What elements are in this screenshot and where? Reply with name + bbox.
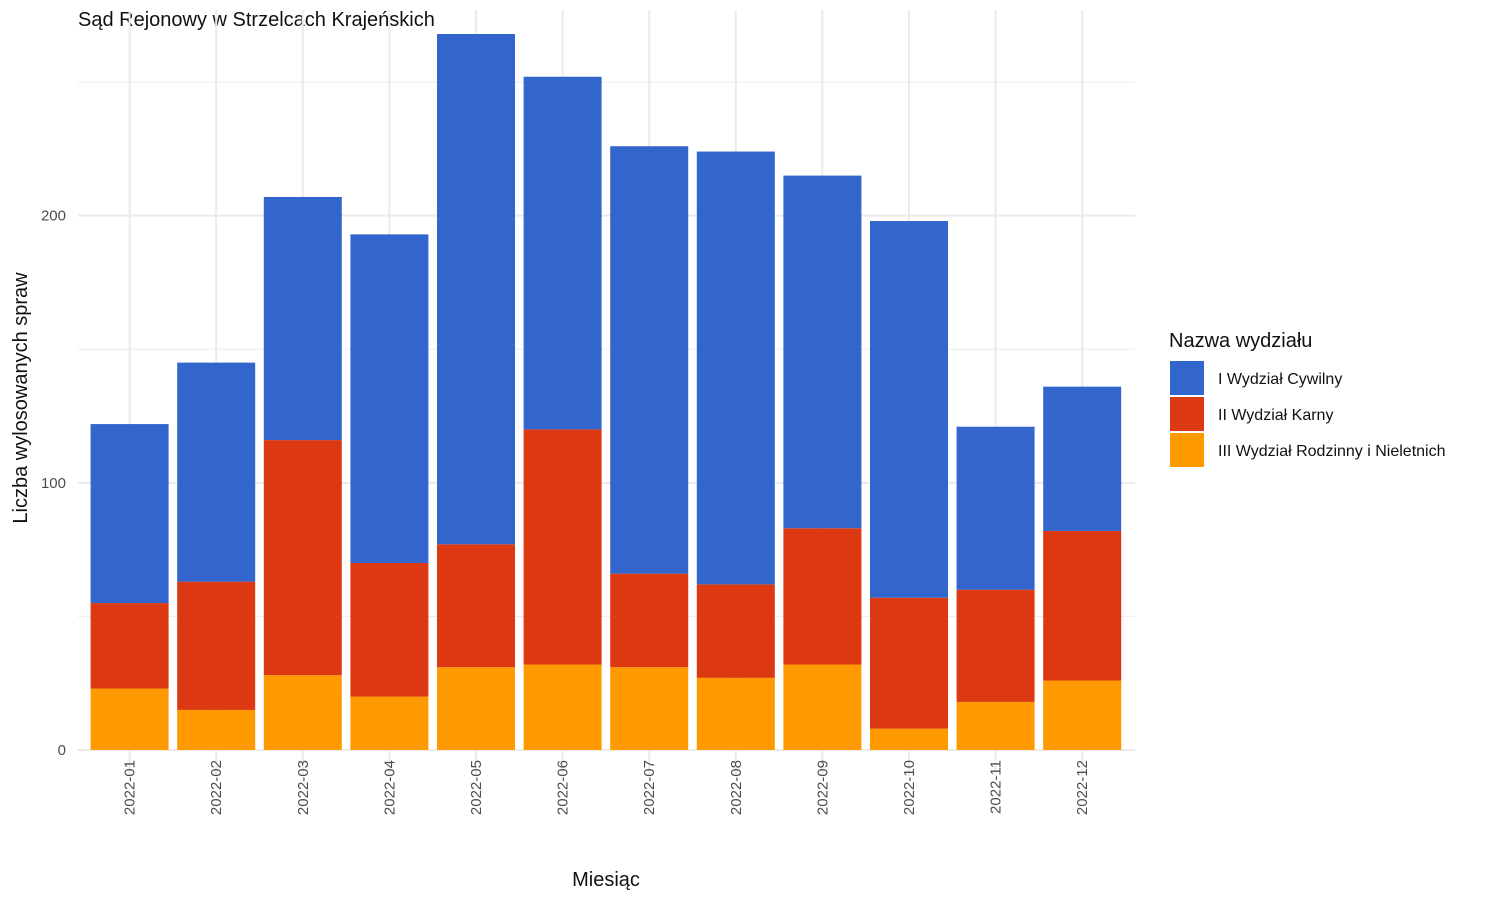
bar-2022-08-series-0 (696, 677, 775, 750)
bar-2022-06-series-1 (523, 429, 602, 665)
bar-2022-07-series-0 (610, 667, 689, 750)
legend-swatch (1170, 433, 1204, 467)
legend-label: III Wydział Rodzinny i Nieletnich (1218, 443, 1446, 460)
x-tick-label: 2022-07 (641, 760, 658, 815)
x-axis-title: Miesiąc (572, 869, 640, 891)
bar-2022-04-series-0 (350, 696, 429, 750)
legend-label: I Wydział Cywilny (1218, 371, 1342, 388)
x-tick-label: 2022-03 (295, 760, 312, 815)
y-tick-label: 200 (41, 208, 66, 225)
bar-2022-05-series-2 (437, 34, 515, 545)
bar-2022-02-series-2 (177, 362, 256, 582)
bar-2022-04-series-2 (350, 234, 429, 563)
legend-title: Nazwa wydziału (1169, 330, 1312, 352)
x-tick-label: 2022-10 (901, 760, 918, 815)
y-tick-labels: 0 100 200 (41, 208, 66, 759)
x-tick-label: 2022-05 (468, 760, 485, 815)
bar-2022-07-series-2 (610, 146, 689, 574)
bar-2022-06-series-0 (523, 664, 602, 750)
x-tick-label: 2022-12 (1074, 760, 1091, 815)
bar-2022-08-series-1 (696, 584, 775, 678)
bar-2022-02-series-0 (177, 709, 256, 750)
bar-2022-05-series-1 (437, 544, 515, 668)
bar-2022-09-series-2 (783, 175, 862, 529)
chart-title: Sąd Rejonowy w Strzelcach Krajeńskich (78, 9, 435, 31)
y-tick-label: 0 (58, 742, 66, 759)
legend-swatch (1170, 397, 1204, 431)
bar-2022-03-series-0 (263, 675, 342, 750)
bar-2022-01-series-0 (90, 688, 169, 750)
bar-2022-07-series-1 (610, 573, 689, 668)
x-tick-label: 2022-02 (208, 760, 225, 815)
legend: Nazwa wydziału I Wydział Cywilny II Wydzi… (1169, 330, 1446, 467)
bar-2022-04-series-1 (350, 562, 429, 697)
x-tick-label: 2022-08 (728, 760, 745, 815)
bar-2022-12-series-0 (1043, 680, 1122, 750)
y-axis-title: Liczba wylosowanych spraw (10, 272, 32, 524)
bar-2022-09-series-0 (783, 664, 862, 750)
bar-2022-08-series-2 (696, 151, 775, 585)
bar-2022-01-series-1 (90, 603, 169, 689)
bar-2022-11-series-2 (956, 426, 1035, 590)
x-tick-label: 2022-04 (381, 760, 398, 815)
bar-2022-05-series-0 (437, 667, 515, 750)
bar-2022-12-series-1 (1043, 530, 1122, 681)
bar-2022-11-series-1 (956, 589, 1035, 702)
x-tick-label: 2022-11 (988, 760, 1005, 814)
bar-2022-03-series-1 (263, 440, 342, 676)
bars-layer (90, 34, 1122, 750)
bar-2022-03-series-2 (263, 196, 342, 441)
bar-2022-06-series-2 (523, 76, 602, 430)
legend-swatch (1170, 361, 1204, 395)
bar-2022-02-series-1 (177, 581, 256, 710)
y-tick-label: 100 (41, 475, 66, 492)
bar-2022-12-series-2 (1043, 386, 1122, 531)
bar-2022-11-series-0 (956, 701, 1035, 750)
bar-2022-10-series-0 (870, 728, 948, 750)
x-tick-label: 2022-09 (814, 760, 831, 815)
x-tick-label: 2022-01 (122, 760, 139, 815)
legend-items: I Wydział Cywilny II Wydział Karny III Wyd… (1170, 361, 1446, 467)
bar-2022-09-series-1 (783, 528, 862, 665)
bar-2022-10-series-1 (870, 597, 948, 729)
legend-label: II Wydział Karny (1218, 407, 1333, 424)
bar-2022-10-series-2 (870, 221, 948, 598)
x-tick-labels: 2022-01 2022-02 2022-03 2022-04 2022-05 2022-… (122, 760, 1092, 815)
x-tick-label: 2022-06 (555, 760, 572, 815)
bar-2022-01-series-2 (90, 424, 169, 604)
